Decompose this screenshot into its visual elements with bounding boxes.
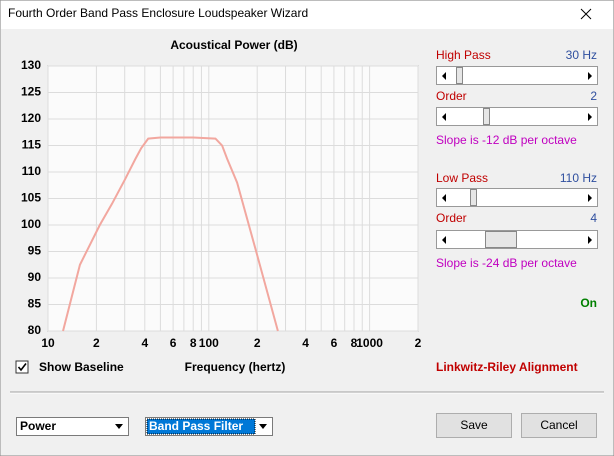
y-tick-label: 80	[28, 323, 42, 337]
x-tick-label: 2	[254, 336, 261, 350]
y-tick-label: 100	[21, 217, 41, 231]
y-tick-label: 95	[28, 244, 42, 258]
y-tick-label: 125	[21, 85, 41, 99]
x-tick-label: 4	[141, 336, 148, 350]
y-tick-label: 85	[28, 297, 42, 311]
alignment-text: Linkwitz-Riley Alignment	[436, 360, 578, 374]
data-line	[62, 136, 279, 332]
title-bar	[1, 1, 613, 29]
x-tick-label: 6	[170, 336, 177, 350]
y-tick-label: 115	[22, 138, 42, 152]
y-tick-label: 110	[22, 164, 42, 178]
close-button[interactable]	[580, 8, 592, 20]
x-tick-label: 4	[302, 336, 309, 350]
button-label: Save	[460, 418, 488, 432]
slider-arrow	[588, 113, 592, 121]
slider-arrow	[442, 72, 446, 80]
button-label: Cancel	[540, 418, 577, 432]
y-tick-label: 90	[28, 270, 42, 284]
y-tick-label: 120	[21, 111, 41, 125]
dropdown-value: Band Pass Filter	[149, 419, 243, 433]
x-tick-label: 8	[351, 336, 358, 350]
chart-title: Acoustical Power (dB)	[170, 38, 297, 52]
slider-arrow	[588, 236, 592, 244]
window-title: Fourth Order Band Pass Enclosure Loudspe…	[8, 6, 308, 20]
slider-thumb[interactable]	[483, 108, 490, 125]
y-tick-label: 105	[21, 191, 41, 205]
x-tick-label: 2	[93, 336, 100, 350]
slope-text: Slope is -24 dB per octave	[436, 256, 577, 270]
x-tick-label: 8	[190, 336, 197, 350]
order-label: Order	[436, 89, 467, 103]
slider-arrow	[588, 72, 592, 80]
x-tick-label: 10	[41, 336, 55, 350]
slider-thumb[interactable]	[485, 231, 517, 248]
slider-arrow	[442, 236, 446, 244]
checkbox-label[interactable]: Show Baseline	[39, 360, 124, 374]
high-pass-label: High Pass	[436, 48, 491, 62]
x-tick-label: 6	[331, 336, 338, 350]
status-text: On	[580, 296, 597, 310]
slider-thumb[interactable]	[456, 67, 463, 84]
slider-track	[436, 188, 598, 207]
checkbox[interactable]	[15, 360, 29, 374]
dropdown-value: Power	[20, 419, 56, 433]
slope-text: Slope is -12 dB per octave	[436, 133, 577, 147]
y-tick-label: 130	[21, 58, 41, 72]
order-value: 4	[590, 211, 597, 225]
save-button[interactable]	[436, 413, 512, 438]
x-tick-label: 1000	[356, 336, 383, 350]
order-value: 2	[590, 89, 597, 103]
slider-arrow	[442, 113, 446, 121]
dropdown[interactable]	[16, 417, 129, 436]
low-pass-value: 110 Hz	[560, 171, 597, 185]
cancel-button[interactable]	[521, 413, 597, 438]
checkmark	[17, 363, 27, 372]
slider-arrow	[442, 194, 446, 202]
x-tick-label: 2	[415, 336, 422, 350]
slider-track	[436, 66, 598, 85]
x-axis-label: Frequency (hertz)	[185, 360, 286, 374]
slider-track	[436, 107, 598, 126]
slider-thumb[interactable]	[470, 189, 477, 206]
low-pass-label: Low Pass	[436, 171, 488, 185]
high-pass-value: 30 Hz	[566, 48, 597, 62]
dropdown-arrow	[115, 424, 123, 429]
order-label: Order	[436, 211, 467, 225]
dropdown-arrow	[259, 424, 267, 429]
slider-arrow	[588, 194, 592, 202]
x-tick-label: 100	[199, 336, 219, 350]
selection-highlight	[146, 418, 256, 435]
